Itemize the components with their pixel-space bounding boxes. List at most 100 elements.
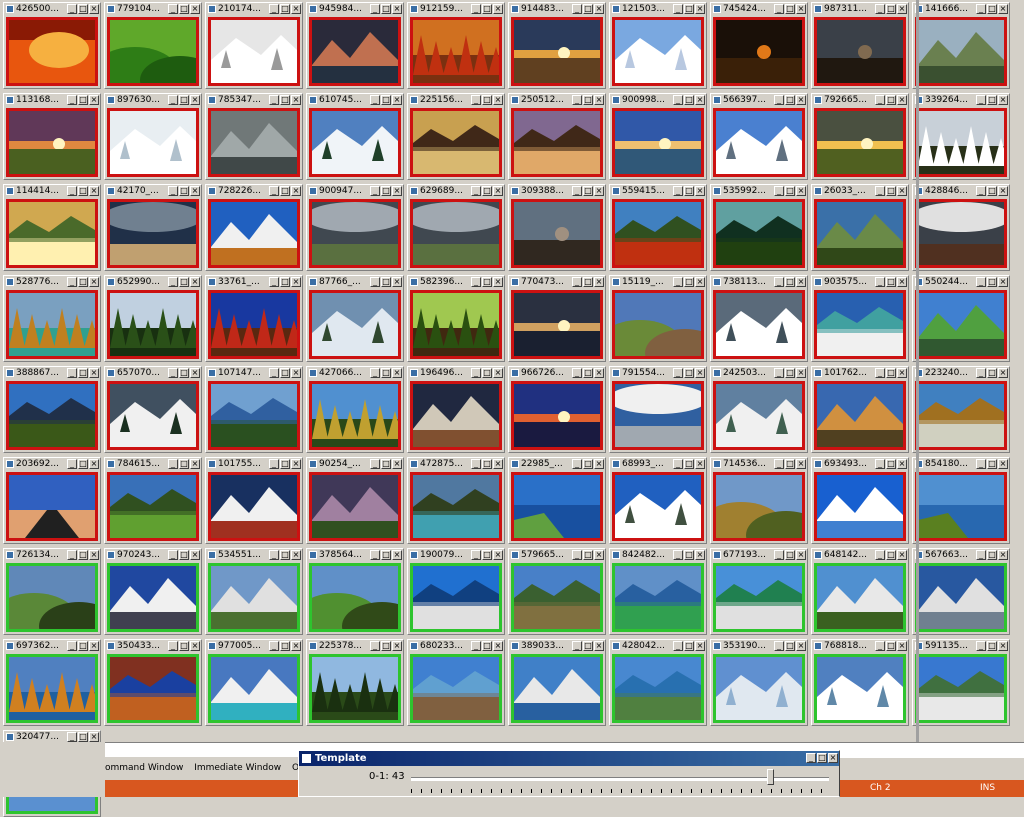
splitter[interactable]: [916, 0, 919, 742]
thumbnail-image[interactable]: [814, 17, 906, 86]
minimize-button[interactable]: _: [67, 459, 77, 469]
minimize-button[interactable]: _: [774, 95, 784, 105]
close-button[interactable]: ×: [594, 459, 604, 469]
close-button[interactable]: ×: [291, 95, 301, 105]
thumbnail-titlebar[interactable]: 680233... _ □ ×: [408, 640, 504, 652]
maximize-button[interactable]: □: [817, 753, 827, 763]
thumbnail-image[interactable]: [309, 381, 401, 450]
maximize-button[interactable]: □: [381, 368, 391, 378]
close-button[interactable]: ×: [796, 368, 806, 378]
thumbnail-image[interactable]: [6, 290, 98, 359]
thumbnail-window[interactable]: 309388... _ □ ×: [508, 184, 606, 271]
maximize-button[interactable]: □: [583, 277, 593, 287]
thumbnail-image[interactable]: [410, 563, 502, 632]
thumbnail-titlebar[interactable]: 966726... _ □ ×: [509, 367, 605, 379]
thumbnail-image[interactable]: [511, 290, 603, 359]
thumbnail-image[interactable]: [410, 17, 502, 86]
minimize-button[interactable]: _: [370, 277, 380, 287]
thumbnail-window[interactable]: 566397... _ □ ×: [710, 93, 808, 180]
thumbnail-image[interactable]: [309, 563, 401, 632]
thumbnail-image[interactable]: [915, 472, 1007, 541]
thumbnail-window[interactable]: 528776... _ □ ×: [3, 275, 101, 362]
thumbnail-image[interactable]: [107, 563, 199, 632]
minimize-button[interactable]: _: [370, 459, 380, 469]
minimize-button[interactable]: _: [875, 4, 885, 14]
thumbnail-titlebar[interactable]: 121503... _ □ ×: [610, 3, 706, 15]
thumbnail-image[interactable]: [612, 381, 704, 450]
thumbnail-image[interactable]: [713, 654, 805, 723]
thumbnail-window[interactable]: 657070... _ □ ×: [104, 366, 202, 453]
close-button[interactable]: ×: [291, 277, 301, 287]
thumbnail-image[interactable]: [6, 17, 98, 86]
thumbnail-titlebar[interactable]: 210174... _ □ ×: [206, 3, 302, 15]
thumbnail-image[interactable]: [208, 654, 300, 723]
thumbnail-window[interactable]: 210174... _ □ ×: [205, 2, 303, 89]
maximize-button[interactable]: □: [684, 186, 694, 196]
thumbnail-window[interactable]: 784615... _ □ ×: [104, 457, 202, 544]
thumbnail-window[interactable]: 225378... _ □ ×: [306, 639, 404, 726]
thumbnail-titlebar[interactable]: 535992... _ □ ×: [711, 185, 807, 197]
maximize-button[interactable]: □: [179, 368, 189, 378]
maximize-button[interactable]: □: [78, 4, 88, 14]
close-button[interactable]: ×: [291, 550, 301, 560]
minimize-button[interactable]: _: [471, 4, 481, 14]
close-button[interactable]: ×: [594, 4, 604, 14]
thumbnail-titlebar[interactable]: 114414... _ □ ×: [4, 185, 100, 197]
thumbnail-titlebar[interactable]: 22985_... _ □ ×: [509, 458, 605, 470]
close-button[interactable]: ×: [493, 277, 503, 287]
thumbnail-window[interactable]: 945984... _ □ ×: [306, 2, 404, 89]
maximize-button[interactable]: □: [684, 4, 694, 14]
thumbnail-image[interactable]: [612, 17, 704, 86]
thumbnail-titlebar[interactable]: 113168... _ □ ×: [4, 94, 100, 106]
thumbnail-image[interactable]: [511, 472, 603, 541]
thumbnail-image[interactable]: [107, 17, 199, 86]
thumbnail-titlebar[interactable]: 528776... _ □ ×: [4, 276, 100, 288]
thumbnail-image[interactable]: [713, 199, 805, 268]
thumbnail-window[interactable]: 582396... _ □ ×: [407, 275, 505, 362]
thumbnail-window[interactable]: 472875... _ □ ×: [407, 457, 505, 544]
thumbnail-image[interactable]: [814, 290, 906, 359]
close-button[interactable]: ×: [998, 550, 1008, 560]
thumbnail-image[interactable]: [6, 654, 98, 723]
thumbnail-titlebar[interactable]: 784615... _ □ ×: [105, 458, 201, 470]
close-button[interactable]: ×: [897, 368, 907, 378]
thumbnail-window[interactable]: 854180... _ □ ×: [912, 457, 1010, 544]
close-button[interactable]: ×: [392, 641, 402, 651]
minimize-button[interactable]: _: [976, 277, 986, 287]
thumbnail-window[interactable]: 677193... _ □ ×: [710, 548, 808, 635]
slider-thumb[interactable]: [767, 769, 775, 785]
minimize-button[interactable]: _: [471, 277, 481, 287]
maximize-button[interactable]: □: [78, 95, 88, 105]
thumbnail-titlebar[interactable]: 745424... _ □ ×: [711, 3, 807, 15]
maximize-button[interactable]: □: [482, 4, 492, 14]
thumbnail-window[interactable]: 15119_... _ □ ×: [609, 275, 707, 362]
close-button[interactable]: ×: [392, 459, 402, 469]
thumbnail-window[interactable]: 22985_... _ □ ×: [508, 457, 606, 544]
maximize-button[interactable]: □: [785, 95, 795, 105]
maximize-button[interactable]: □: [179, 277, 189, 287]
minimize-button[interactable]: _: [269, 186, 279, 196]
minimize-button[interactable]: _: [572, 4, 582, 14]
thumbnail-window[interactable]: 113168... _ □ ×: [3, 93, 101, 180]
minimize-button[interactable]: _: [774, 4, 784, 14]
minimize-button[interactable]: _: [976, 4, 986, 14]
thumbnail-image[interactable]: [814, 199, 906, 268]
minimize-button[interactable]: _: [572, 459, 582, 469]
thumbnail-window[interactable]: 428846... _ □ ×: [912, 184, 1010, 271]
close-button[interactable]: ×: [190, 277, 200, 287]
tab-command-window[interactable]: ommand Window: [105, 763, 184, 773]
maximize-button[interactable]: □: [684, 641, 694, 651]
close-button[interactable]: ×: [796, 550, 806, 560]
maximize-button[interactable]: □: [482, 186, 492, 196]
thumbnail-titlebar[interactable]: 107147... _ □ ×: [206, 367, 302, 379]
thumbnail-window[interactable]: 785347... _ □ ×: [205, 93, 303, 180]
thumbnail-image[interactable]: [612, 472, 704, 541]
maximize-button[interactable]: □: [684, 459, 694, 469]
close-button[interactable]: ×: [89, 186, 99, 196]
thumbnail-window[interactable]: 90254_... _ □ ×: [306, 457, 404, 544]
minimize-button[interactable]: _: [168, 277, 178, 287]
maximize-button[interactable]: □: [280, 550, 290, 560]
thumbnail-window[interactable]: 897630... _ □ ×: [104, 93, 202, 180]
thumbnail-window[interactable]: 378564... _ □ ×: [306, 548, 404, 635]
thumbnail-titlebar[interactable]: 33761_... _ □ ×: [206, 276, 302, 288]
